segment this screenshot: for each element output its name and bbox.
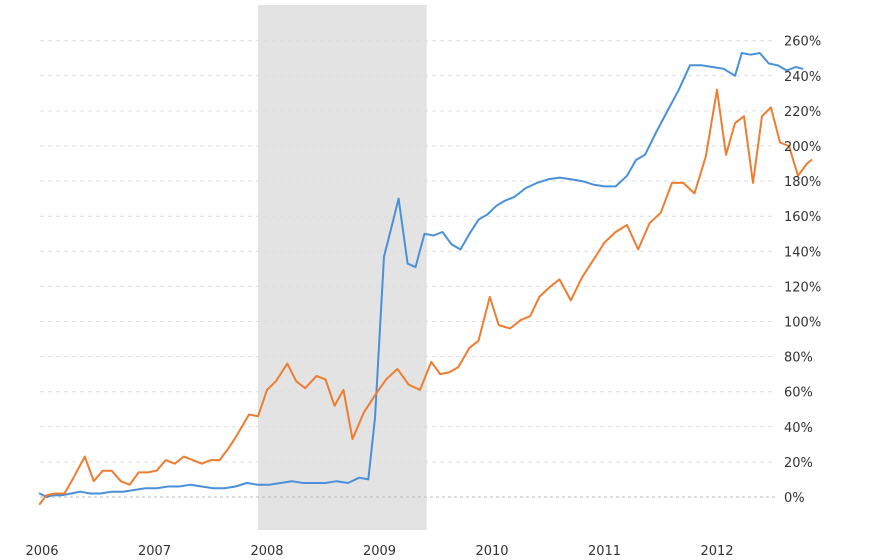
- y-tick-label: 220%: [784, 105, 821, 120]
- y-tick-label: 0%: [784, 491, 805, 506]
- series-line-2: [38, 88, 813, 505]
- series-lines: [38, 52, 813, 505]
- y-tick-label: 200%: [784, 140, 821, 155]
- x-tick-label: 2011: [588, 544, 621, 559]
- recession-shaded-region: [258, 5, 427, 530]
- series-line-1: [38, 52, 804, 498]
- y-tick-label: 240%: [784, 70, 821, 85]
- x-tick-label: 2008: [250, 544, 283, 559]
- y-tick-label: 120%: [784, 280, 821, 295]
- y-tick-label: 20%: [784, 456, 813, 471]
- gridlines: [40, 40, 775, 498]
- y-tick-label: 100%: [784, 316, 821, 331]
- y-tick-label: 260%: [784, 35, 821, 50]
- x-axis-tick-labels: 2006 2007 2008 2009 2010 2011 2012: [25, 544, 733, 559]
- y-tick-label: 140%: [784, 245, 821, 260]
- x-tick-label: 2010: [475, 544, 508, 559]
- x-tick-label: 2007: [138, 544, 171, 559]
- y-tick-label: 60%: [784, 386, 813, 401]
- y-tick-label: 40%: [784, 421, 813, 436]
- y-tick-label: 180%: [784, 175, 821, 190]
- x-tick-label: 2009: [363, 544, 396, 559]
- y-tick-label: 80%: [784, 351, 813, 366]
- y-axis-tick-labels: 0% 20% 40% 60% 80% 100% 120% 140% 160% 180% 200% 22…: [784, 35, 821, 506]
- y-tick-label: 160%: [784, 210, 821, 225]
- x-tick-label: 2006: [25, 544, 58, 559]
- x-tick-label: 2012: [700, 544, 733, 559]
